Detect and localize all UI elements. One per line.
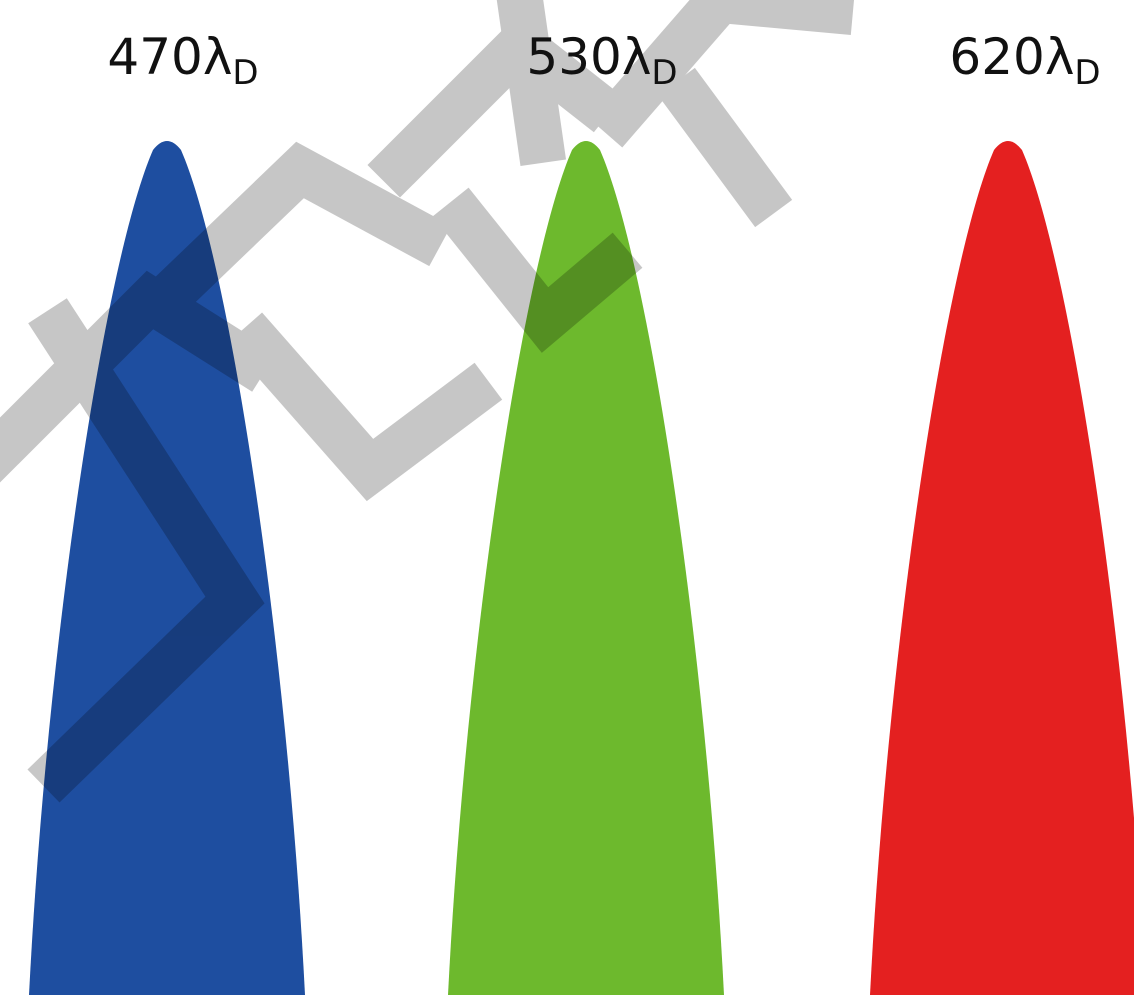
peak-530 — [448, 141, 724, 995]
peak-label-470: 470λD — [107, 32, 258, 90]
peak-620 — [870, 141, 1134, 995]
peak-label-530: 530λD — [526, 32, 677, 90]
peak-subscript: D — [651, 53, 678, 93]
peak-symbol: λ — [621, 28, 652, 86]
peak-subscript: D — [1074, 53, 1101, 93]
peak-value-470: 470 — [107, 28, 203, 86]
watermark-logo — [0, 0, 855, 803]
peak-subscript: D — [232, 53, 259, 93]
peak-symbol: λ — [202, 28, 233, 86]
peak-value-530: 530 — [526, 28, 622, 86]
peak-label-620: 620λD — [949, 32, 1100, 90]
peak-symbol: λ — [1044, 28, 1075, 86]
peaks-layer — [29, 141, 1134, 995]
peak-value-620: 620 — [949, 28, 1045, 86]
peak-470 — [29, 141, 305, 995]
